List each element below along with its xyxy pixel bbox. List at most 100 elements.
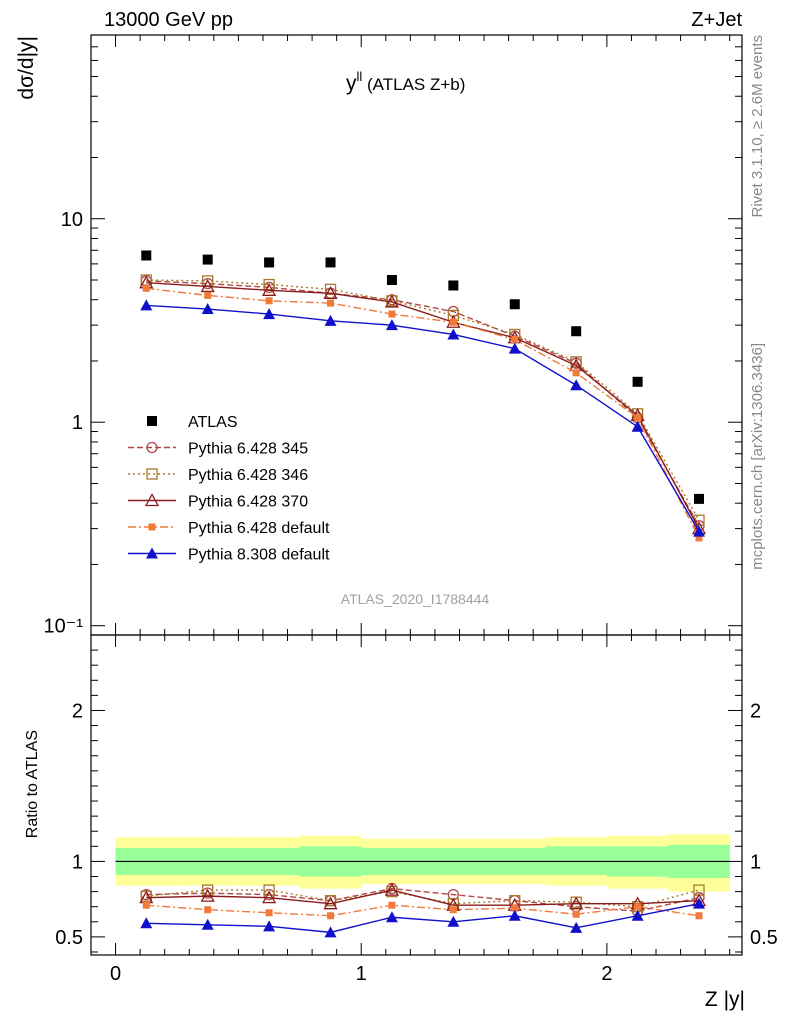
- x-axis-label: Z |y|: [705, 988, 745, 1011]
- legend-marker: [146, 441, 158, 454]
- main-series-3-point: [200, 279, 215, 293]
- main-series-5-point: [631, 420, 644, 432]
- main-series-4-point: [265, 297, 273, 305]
- main-series-4-point: [695, 534, 703, 542]
- ratio-y-tick-label: 1: [72, 851, 83, 873]
- main-series-4-point: [327, 299, 335, 307]
- x-tick-label: 1: [356, 963, 367, 985]
- x-tick-label: 2: [601, 963, 612, 985]
- legend-marker: [144, 493, 160, 507]
- main-title-base: y: [346, 72, 357, 95]
- main-series-4-point: [388, 310, 396, 318]
- main-series-4-point: [142, 284, 150, 292]
- ratio-series-1-point: [202, 884, 214, 896]
- legend-entry-2: Pythia 6.428 346: [128, 467, 308, 484]
- main-series-2-point: [570, 356, 582, 368]
- ratio-series-4-point: [693, 897, 706, 909]
- legend-marker: [148, 523, 156, 531]
- main-series-4-line: [146, 287, 700, 539]
- main-series-5-point: [693, 525, 706, 537]
- ratio-axes: 0 1 2 0.5 0.5 1 1 2 2: [55, 635, 778, 985]
- ratio-series-4-point: [201, 918, 214, 930]
- main-series-4-point: [449, 318, 457, 326]
- ratio-series-4-point: [631, 909, 644, 921]
- legend-entry-5: Pythia 8.308 default: [128, 547, 330, 564]
- legend-marker: [146, 547, 158, 559]
- main-series-5-point: [447, 328, 460, 340]
- ratio-series-3-point: [388, 901, 396, 909]
- ratio-series-3: [142, 901, 703, 920]
- main-series-2-line: [146, 279, 700, 521]
- ratio-y-tick-label-right: 0.5: [750, 927, 778, 949]
- main-series-0-point: [509, 299, 520, 310]
- main-series-0-point: [325, 257, 336, 268]
- legend-marker: [146, 468, 158, 480]
- ratio-series-4-point: [447, 915, 460, 927]
- ratio-series-3-point: [204, 906, 212, 914]
- ratio-series-4-point: [140, 917, 153, 929]
- ratio-series-2-line: [146, 889, 700, 906]
- legend-label: Pythia 6.428 346: [188, 467, 308, 484]
- mcplots-label: mcplots.cern.ch [arXiv:1306.3436]: [749, 343, 766, 570]
- main-series-0-point: [264, 257, 275, 268]
- ratio-series-0-line: [146, 887, 700, 912]
- main-series-3-point: [323, 285, 338, 299]
- main-series-0-point: [202, 254, 213, 265]
- ratio-series-4-line: [146, 902, 700, 934]
- legend-entry-1: Pythia 6.428 345: [128, 441, 308, 458]
- ratio-series-2-point: [200, 888, 215, 902]
- main-title-rest: (ATLAS Z+b): [362, 75, 465, 94]
- ratio-series-4-point: [324, 926, 337, 938]
- ratio-series-4-point: [385, 911, 398, 923]
- legend-entry-4: Pythia 6.428 default: [128, 520, 330, 537]
- legend-marker: [147, 416, 157, 426]
- ratio-series-3-point: [695, 912, 703, 920]
- process-label: Z+Jet: [691, 9, 742, 31]
- main-series-5-point: [201, 303, 214, 315]
- main-series-5-point: [385, 319, 398, 331]
- main-series-5: [140, 299, 706, 537]
- main-title: yll (ATLAS Z+b): [346, 69, 465, 95]
- main-series-0-point: [632, 376, 643, 387]
- watermark: ATLAS_2020_I1788444: [341, 591, 490, 607]
- main-series-0-point: [386, 275, 397, 286]
- x-tick-label: 0: [110, 963, 121, 985]
- ratio-y-tick-label-right: 2: [750, 700, 761, 722]
- ratio-series-2-point: [323, 896, 338, 910]
- main-series-5-point: [570, 379, 583, 391]
- main-series-1: [140, 275, 705, 532]
- ratio-series-2-point: [262, 890, 277, 904]
- main-series-3-line: [146, 281, 700, 529]
- ratio-frame: [90, 634, 743, 956]
- ratio-panel: 0 1 2 0.5 0.5 1 1 2 2 Ratio to ATLAS Z |y|: [24, 634, 778, 1011]
- legend-entry-3: Pythia 6.428 370: [128, 493, 308, 511]
- main-series-5-point: [508, 342, 521, 354]
- main-series-4-point: [572, 369, 580, 377]
- ratio-series-3-point: [572, 910, 580, 918]
- main-series-0-point: [448, 280, 459, 291]
- main-axes: 10⁻¹ 1 10: [44, 34, 742, 638]
- ratio-y-tick-label-right: 1: [750, 851, 761, 873]
- main-frame: [90, 34, 743, 636]
- ratio-series-4: [140, 897, 706, 938]
- ratio-y-tick-label: 2: [72, 700, 83, 722]
- main-series-2-point: [263, 278, 275, 291]
- main-title-sup: ll: [357, 69, 363, 84]
- main-y-tick-label: 10⁻¹: [44, 616, 84, 638]
- legend-entry-0: ATLAS: [147, 414, 238, 431]
- main-series-0: [141, 250, 705, 504]
- main-series-5-line: [146, 304, 700, 532]
- ratio-series-3-point: [449, 906, 457, 914]
- ratio-plot-area: [115, 834, 730, 938]
- legend-label: Pythia 6.428 370: [188, 494, 308, 511]
- ratio-series-1-point: [263, 884, 275, 896]
- legend-label: Pythia 6.428 345: [188, 441, 308, 458]
- ratio-band-inner: [545, 846, 607, 875]
- main-series-5-point: [140, 299, 153, 311]
- ratio-series-3-point: [634, 903, 642, 911]
- main-series-5-point: [263, 308, 276, 320]
- main-series-0-point: [571, 326, 582, 337]
- main-y-tick-label: 10: [61, 209, 83, 231]
- main-series-1-line: [146, 280, 700, 527]
